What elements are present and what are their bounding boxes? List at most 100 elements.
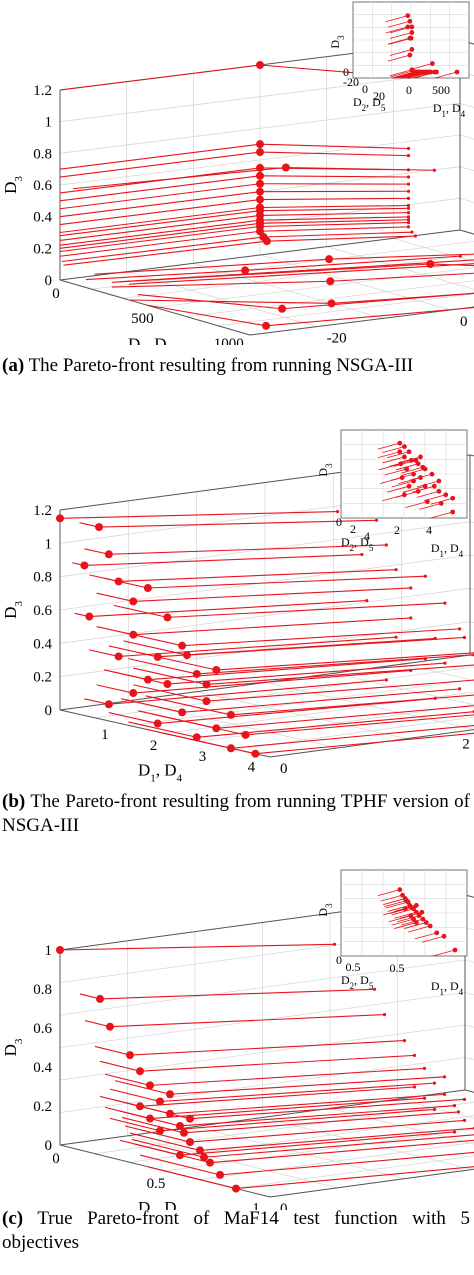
inset-link-line	[391, 908, 414, 916]
pareto-link-line	[245, 255, 461, 271]
data-point-small	[423, 657, 428, 661]
z-axis-label: D3	[1, 601, 25, 619]
pareto-link-line	[259, 151, 409, 157]
pareto-link-line	[108, 712, 158, 725]
pareto-link-line	[139, 1086, 415, 1107]
data-point-small	[406, 203, 411, 208]
pareto-link-line	[230, 724, 474, 749]
inset-data-point	[411, 471, 416, 477]
data-point	[114, 652, 123, 661]
y-tick-label: 0	[460, 314, 468, 330]
data-point	[85, 612, 94, 621]
inset-x-tick-label: 0.5	[390, 961, 405, 975]
data-point	[146, 1081, 154, 1090]
caption-a: (a) The Pareto-front resulting from runn…	[2, 354, 470, 378]
z-tick-label: 0.4	[33, 1060, 52, 1076]
inset-link-line	[382, 446, 405, 453]
pareto-link-line	[259, 212, 409, 216]
data-point	[216, 1170, 224, 1179]
data-point	[143, 675, 152, 684]
inset-data-point	[402, 896, 408, 901]
pareto-link-line	[196, 711, 474, 738]
data-point	[126, 1051, 134, 1060]
data-point	[206, 1158, 214, 1167]
pareto-link-line	[259, 207, 409, 212]
data-point-small	[462, 1118, 467, 1123]
pareto-link-line	[167, 602, 445, 618]
data-point-small	[409, 586, 413, 590]
grid-line	[459, 166, 474, 172]
data-point	[232, 1184, 240, 1193]
data-point-small	[394, 568, 398, 572]
data-point	[178, 641, 187, 650]
pareto-link-line	[59, 143, 261, 170]
z-axis-label: D3	[1, 1038, 25, 1056]
pareto-link-line	[84, 553, 362, 567]
data-point-small	[406, 182, 411, 186]
inset-link-line	[377, 451, 400, 459]
data-point-small	[422, 1096, 427, 1100]
inset-link-line	[382, 456, 405, 464]
inset-data-point	[427, 923, 433, 929]
data-point	[156, 1126, 164, 1135]
inset-link-line	[385, 15, 408, 23]
z-tick-label: 0.6	[33, 178, 52, 194]
z-axis-label: D3	[1, 176, 25, 194]
inset-data-point	[406, 449, 412, 455]
inset-z-axis-label: D3	[328, 35, 346, 49]
grid-line	[401, 663, 474, 681]
pareto-link-line	[157, 697, 436, 725]
data-point-small	[406, 221, 411, 225]
inset-data-point	[450, 509, 456, 515]
data-point	[136, 1102, 144, 1111]
pareto-link-line	[219, 1151, 474, 1176]
inset-data-point	[402, 444, 407, 450]
inset-link-line	[389, 32, 413, 39]
inset-link-line	[391, 480, 414, 488]
data-point-small	[384, 678, 388, 682]
pareto-link-line	[138, 651, 217, 671]
x-tick-label: 2	[150, 738, 158, 754]
caption-b-label: (b)	[2, 791, 26, 812]
data-point	[166, 1090, 174, 1099]
pareto-link-line	[199, 1127, 474, 1151]
inset-link-line	[400, 918, 424, 926]
pareto-link-line	[99, 1095, 141, 1107]
data-point-small	[384, 543, 388, 547]
pareto-link-line	[59, 222, 261, 249]
grid-line	[469, 554, 474, 557]
data-point	[104, 700, 113, 709]
grid-line	[234, 1155, 474, 1189]
grid-line	[464, 1057, 474, 1061]
pareto-link-line	[59, 167, 261, 194]
inset-link-line	[405, 501, 428, 509]
inset-data-point	[407, 18, 413, 24]
pareto-link-line	[147, 575, 426, 589]
data-point-small	[406, 225, 411, 229]
data-point	[182, 651, 191, 660]
inset-link-line	[384, 900, 407, 908]
pareto-link-line	[113, 604, 168, 618]
grid-line	[264, 682, 474, 730]
data-point-small	[382, 1012, 387, 1017]
data-point	[241, 266, 250, 275]
z-tick-label: 0.8	[33, 146, 52, 162]
inset-link-line	[410, 63, 433, 70]
grid-line	[464, 992, 474, 996]
inset-link-line	[396, 490, 419, 498]
data-point-small	[443, 601, 447, 605]
pareto-link-line	[104, 1073, 151, 1086]
axis-box-edge	[459, 229, 474, 235]
pareto-link-line	[59, 210, 261, 237]
pareto-link-line	[159, 1108, 435, 1132]
z-tick-label: 1.2	[33, 503, 52, 519]
inset-link-line	[390, 70, 413, 78]
inset-y-tick-label: -20	[343, 75, 359, 89]
inset-link-line	[378, 463, 401, 471]
pareto-link-line	[109, 1014, 385, 1028]
pareto-link-line	[146, 304, 267, 327]
inset-link-line	[404, 922, 427, 929]
inset-link-line	[389, 69, 413, 77]
